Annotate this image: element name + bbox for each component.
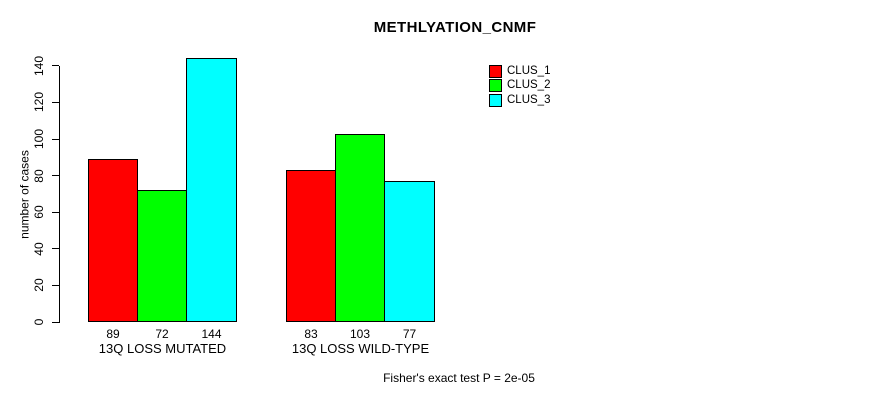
legend-swatch-clus_1 <box>489 65 502 78</box>
y-axis-tick <box>52 211 59 213</box>
legend-swatch-clus_3 <box>489 93 502 107</box>
bar-clus_2-group1 <box>137 190 187 322</box>
y-axis-line <box>59 66 60 323</box>
legend-item-label: CLUS_2 <box>507 79 551 92</box>
chart-title: METHLYATION_CNMF <box>373 19 537 36</box>
y-axis-tick-label: 60 <box>32 205 46 219</box>
y-axis-tick-label: 140 <box>32 55 46 76</box>
bar-clus_1-group1 <box>88 159 138 322</box>
bar-clus_1-group2 <box>286 170 336 322</box>
y-axis-tick <box>52 101 59 103</box>
y-axis-tick-label: 120 <box>32 92 46 113</box>
bar-value-label: 103 <box>349 327 371 341</box>
y-axis-tick <box>52 138 59 140</box>
bar-value-label: 83 <box>304 327 318 341</box>
y-axis-tick-label: 20 <box>32 278 46 293</box>
legend-item-label: CLUS_1 <box>507 65 551 77</box>
y-axis-tick <box>52 65 59 67</box>
y-axis-tick <box>52 321 59 323</box>
y-axis-tick <box>52 284 59 286</box>
legend-swatch-clus_2 <box>489 79 502 93</box>
bar-clus_3-group1 <box>186 58 237 322</box>
bar-clus_2-group2 <box>335 133 385 322</box>
y-axis-tick-label: 40 <box>32 242 46 256</box>
fisher-test-note: Fisher's exact test P = 2e-05 <box>383 371 535 385</box>
bar-value-label: 77 <box>402 327 417 341</box>
y-axis-tick <box>52 175 59 177</box>
bar-value-label: 72 <box>155 327 169 341</box>
y-axis-tick-label: 0 <box>32 318 46 326</box>
y-axis-tick <box>52 248 59 250</box>
x-category-label: 13Q LOSS WILD-TYPE <box>291 341 430 356</box>
bar-value-label: 89 <box>106 327 120 341</box>
y-axis-title: number of cases <box>17 150 32 239</box>
legend-item-label: CLUS_3 <box>507 93 551 106</box>
bar-value-label: 144 <box>201 327 222 341</box>
bar-clus_3-group2 <box>384 181 435 322</box>
y-axis-tick-label: 80 <box>32 168 46 183</box>
y-axis-tick-label: 100 <box>32 128 46 150</box>
x-category-label: 13Q LOSS MUTATED <box>98 341 227 356</box>
